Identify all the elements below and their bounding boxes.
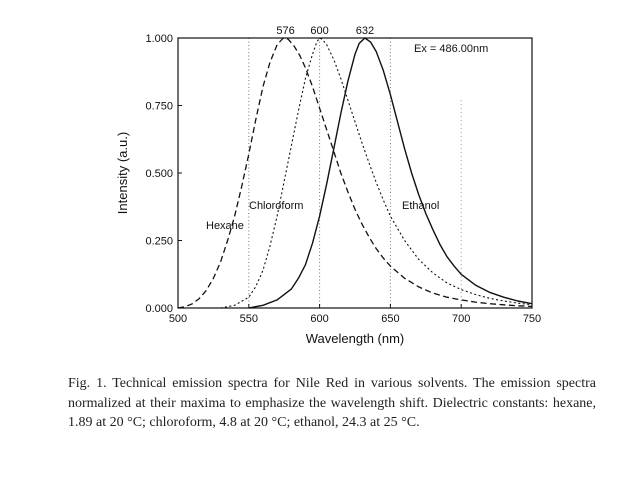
series-label-hexane: Hexane	[206, 220, 244, 232]
emission-chart: 500 550 600 650 700 750 0.000 0.250 0.500 0.750 1.…	[115, 25, 541, 346]
x-tick-label-500: 500	[169, 313, 187, 325]
x-tick-label-700: 700	[452, 313, 470, 325]
y-tick-label-0.250: 0.250	[145, 236, 173, 248]
y-axis-title: Intensity (a.u.)	[115, 132, 130, 214]
peak-label-576: 576	[276, 25, 294, 37]
series-lines	[177, 37, 533, 309]
y-tick-label-0.500: 0.500	[145, 168, 173, 180]
series-line-chloroform	[220, 37, 533, 309]
x-tick-label-550: 550	[240, 313, 258, 325]
plot-frame	[177, 37, 533, 309]
x-tick-label-600: 600	[310, 313, 328, 325]
y-tick-label-0.750: 0.750	[145, 101, 173, 113]
y-tick-label-1.000: 1.000	[145, 33, 173, 45]
x-tick-label-750: 750	[523, 313, 541, 325]
series-line-ethanol	[248, 37, 533, 309]
y-tick-label-0.000: 0.000	[145, 303, 173, 315]
peak-label-600: 600	[310, 25, 328, 37]
series-line-hexane	[177, 37, 533, 309]
gridlines	[248, 38, 462, 308]
excitation-label: Ex = 486.00nm	[414, 43, 488, 55]
figure-caption: Fig. 1. Technical emission spectra for N…	[68, 376, 596, 430]
emission-chart-svg: 500 550 600 650 700 750 0.000 0.250 0.500 0.750 1.…	[115, 25, 541, 346]
series-label-chloroform: Chloroform	[249, 200, 303, 212]
series-label-ethanol: Ethanol	[402, 200, 439, 212]
x-tick-label-650: 650	[381, 313, 399, 325]
peak-label-632: 632	[356, 25, 374, 37]
x-axis-title: Wavelength (nm)	[306, 331, 405, 346]
axis-ticks: 500 550 600 650 700 750 0.000 0.250 0.500 0.750 1.…	[145, 25, 541, 325]
